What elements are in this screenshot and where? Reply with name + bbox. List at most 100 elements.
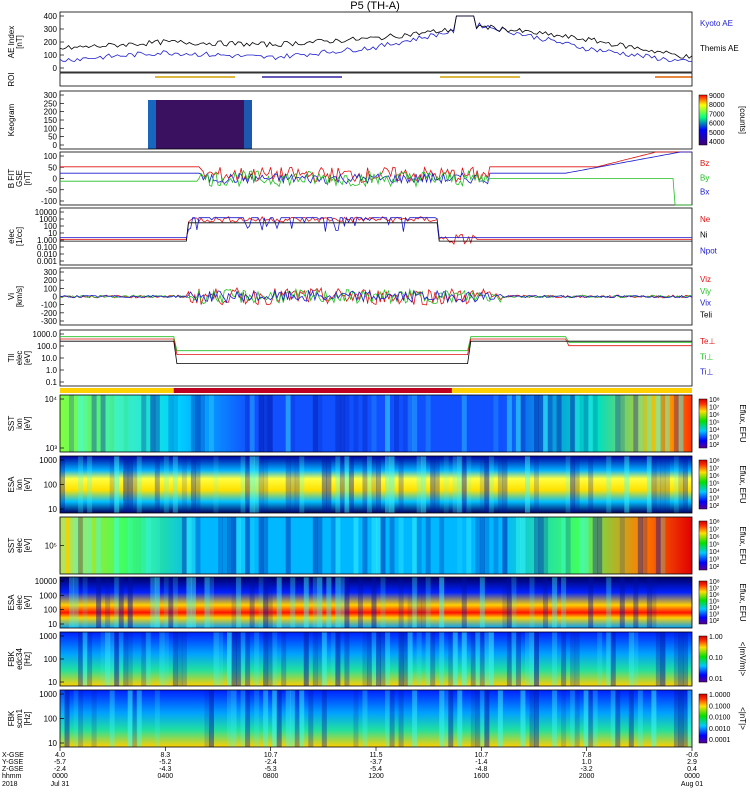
spectrogram-stripe	[290, 456, 296, 513]
spectrogram-stripe	[339, 395, 345, 452]
spectrogram-stripe	[231, 632, 237, 686]
spectrogram-stripe	[231, 690, 237, 747]
colorbar-tick-label: 0.10	[709, 655, 723, 662]
spectrogram-stripe	[335, 517, 341, 574]
spectrogram-stripe	[258, 456, 264, 513]
spectrogram-stripe	[362, 632, 368, 686]
spectrogram-stripe	[150, 395, 156, 452]
spectrogram-stripe	[227, 632, 233, 686]
plot-title: P5 (TH-A)	[350, 0, 400, 12]
spectrogram-stripe	[353, 395, 359, 452]
spectrogram-stripe	[172, 395, 178, 452]
colorbar-label: <|nT|>	[738, 707, 747, 730]
spectrogram-stripe	[412, 577, 418, 628]
y-axis-label: ion	[15, 479, 24, 490]
y-axis-label: Vi	[7, 293, 16, 300]
spectrogram-stripe	[574, 456, 580, 513]
spectrogram-stripe	[218, 517, 224, 574]
spectrogram-stripe	[312, 632, 318, 686]
spectrogram-stripe	[362, 690, 368, 747]
spectrogram-stripe	[534, 517, 540, 574]
y-tick-label: 10	[48, 620, 57, 629]
spectrogram-stripe	[303, 577, 309, 628]
spectrogram-stripe	[272, 690, 278, 747]
spectrogram-stripe	[389, 517, 395, 574]
spectrogram-stripe	[100, 632, 106, 686]
spectrogram-stripe	[380, 577, 386, 628]
spectrogram-stripe	[127, 577, 133, 628]
spectrogram-stripe	[534, 395, 540, 452]
spectrogram-stripe	[348, 456, 354, 513]
y-axis-label: [eV]	[23, 416, 32, 430]
ae-series-0	[59, 15, 693, 63]
spectrogram-stripe	[344, 456, 350, 513]
legend-ti: Ti⊥	[700, 368, 713, 377]
spectrogram-stripe	[493, 517, 499, 574]
spectrogram-stripe	[439, 517, 445, 574]
spectrogram-stripe	[385, 456, 391, 513]
spectrogram-stripe	[520, 395, 526, 452]
keogram-image	[148, 100, 252, 149]
spectrogram-stripe	[82, 517, 88, 574]
spectrogram-stripe	[114, 395, 120, 452]
spectrogram-stripe	[159, 632, 165, 686]
spectrogram-stripe	[168, 395, 174, 452]
spectrogram-stripe	[366, 456, 372, 513]
spectrogram-stripe	[506, 577, 512, 628]
spectrogram-stripe	[127, 632, 133, 686]
y-axis-label: ESA	[7, 476, 16, 493]
spectrogram-stripe	[186, 517, 192, 574]
colorbar-tick-label: 9000	[709, 93, 725, 100]
y-tick-label: 1000	[39, 215, 57, 224]
y-axis-label: SST	[7, 416, 16, 432]
spectrogram-stripe	[524, 456, 530, 513]
spectrogram-stripe	[154, 456, 160, 513]
legend-ni: Ni	[700, 231, 708, 240]
y-tick-label: 100	[44, 655, 58, 664]
spectrogram-stripe	[385, 395, 391, 452]
colorbar-tick-label: 10⁴	[709, 605, 720, 612]
colorbar-tick-label: 10⁶	[709, 592, 720, 599]
spectrogram-stripe	[263, 456, 269, 513]
spectrogram-stripe	[308, 690, 314, 747]
xaxis-tick-label: -5.3	[265, 766, 277, 773]
spectrogram-stripe	[606, 456, 612, 513]
spectrogram-stripe	[633, 395, 639, 452]
xaxis-tick-label: 2.9	[687, 759, 697, 766]
spectrogram-stripe	[664, 456, 670, 513]
spectrogram-stripe	[412, 517, 418, 574]
spectrogram-stripe	[109, 632, 115, 686]
spectrogram-stripe	[208, 577, 214, 628]
spectrogram-stripe	[398, 517, 404, 574]
xaxis-tick-label: -3.7	[370, 759, 382, 766]
spectrogram-stripe	[69, 577, 75, 628]
spectrogram-stripe	[565, 517, 571, 574]
y-tick-label: 100	[44, 715, 58, 724]
spectrogram-stripe	[145, 632, 151, 686]
spectrogram-stripe	[479, 632, 485, 686]
spectrogram-stripe	[290, 395, 296, 452]
legend-viy: Viy	[700, 287, 711, 296]
spectrogram-stripe	[91, 690, 97, 747]
spectrogram-stripe	[466, 517, 472, 574]
spectrogram-stripe	[249, 517, 255, 574]
spectrogram-stripe	[552, 690, 558, 747]
spectrogram-stripe	[561, 517, 567, 574]
spectrogram-stripe	[317, 632, 323, 686]
spectrogram-stripe	[606, 577, 612, 628]
spectrogram-stripe	[655, 395, 661, 452]
spectrogram-stripe	[646, 456, 652, 513]
spectrogram-stripe	[208, 690, 214, 747]
spectrogram-stripe	[655, 632, 661, 686]
spectrogram-stripe	[73, 577, 79, 628]
y-tick-label: 300	[44, 25, 58, 34]
y-tick-label: 0.1	[46, 378, 58, 387]
spectrogram-stripe	[687, 690, 693, 747]
spectrogram-stripe	[285, 456, 291, 513]
spectrogram-stripe	[543, 517, 549, 574]
y-axis-label: B FIT	[7, 169, 16, 189]
colorbar-tick-label: 10⁸	[709, 519, 720, 526]
ti-line	[60, 336, 692, 352]
